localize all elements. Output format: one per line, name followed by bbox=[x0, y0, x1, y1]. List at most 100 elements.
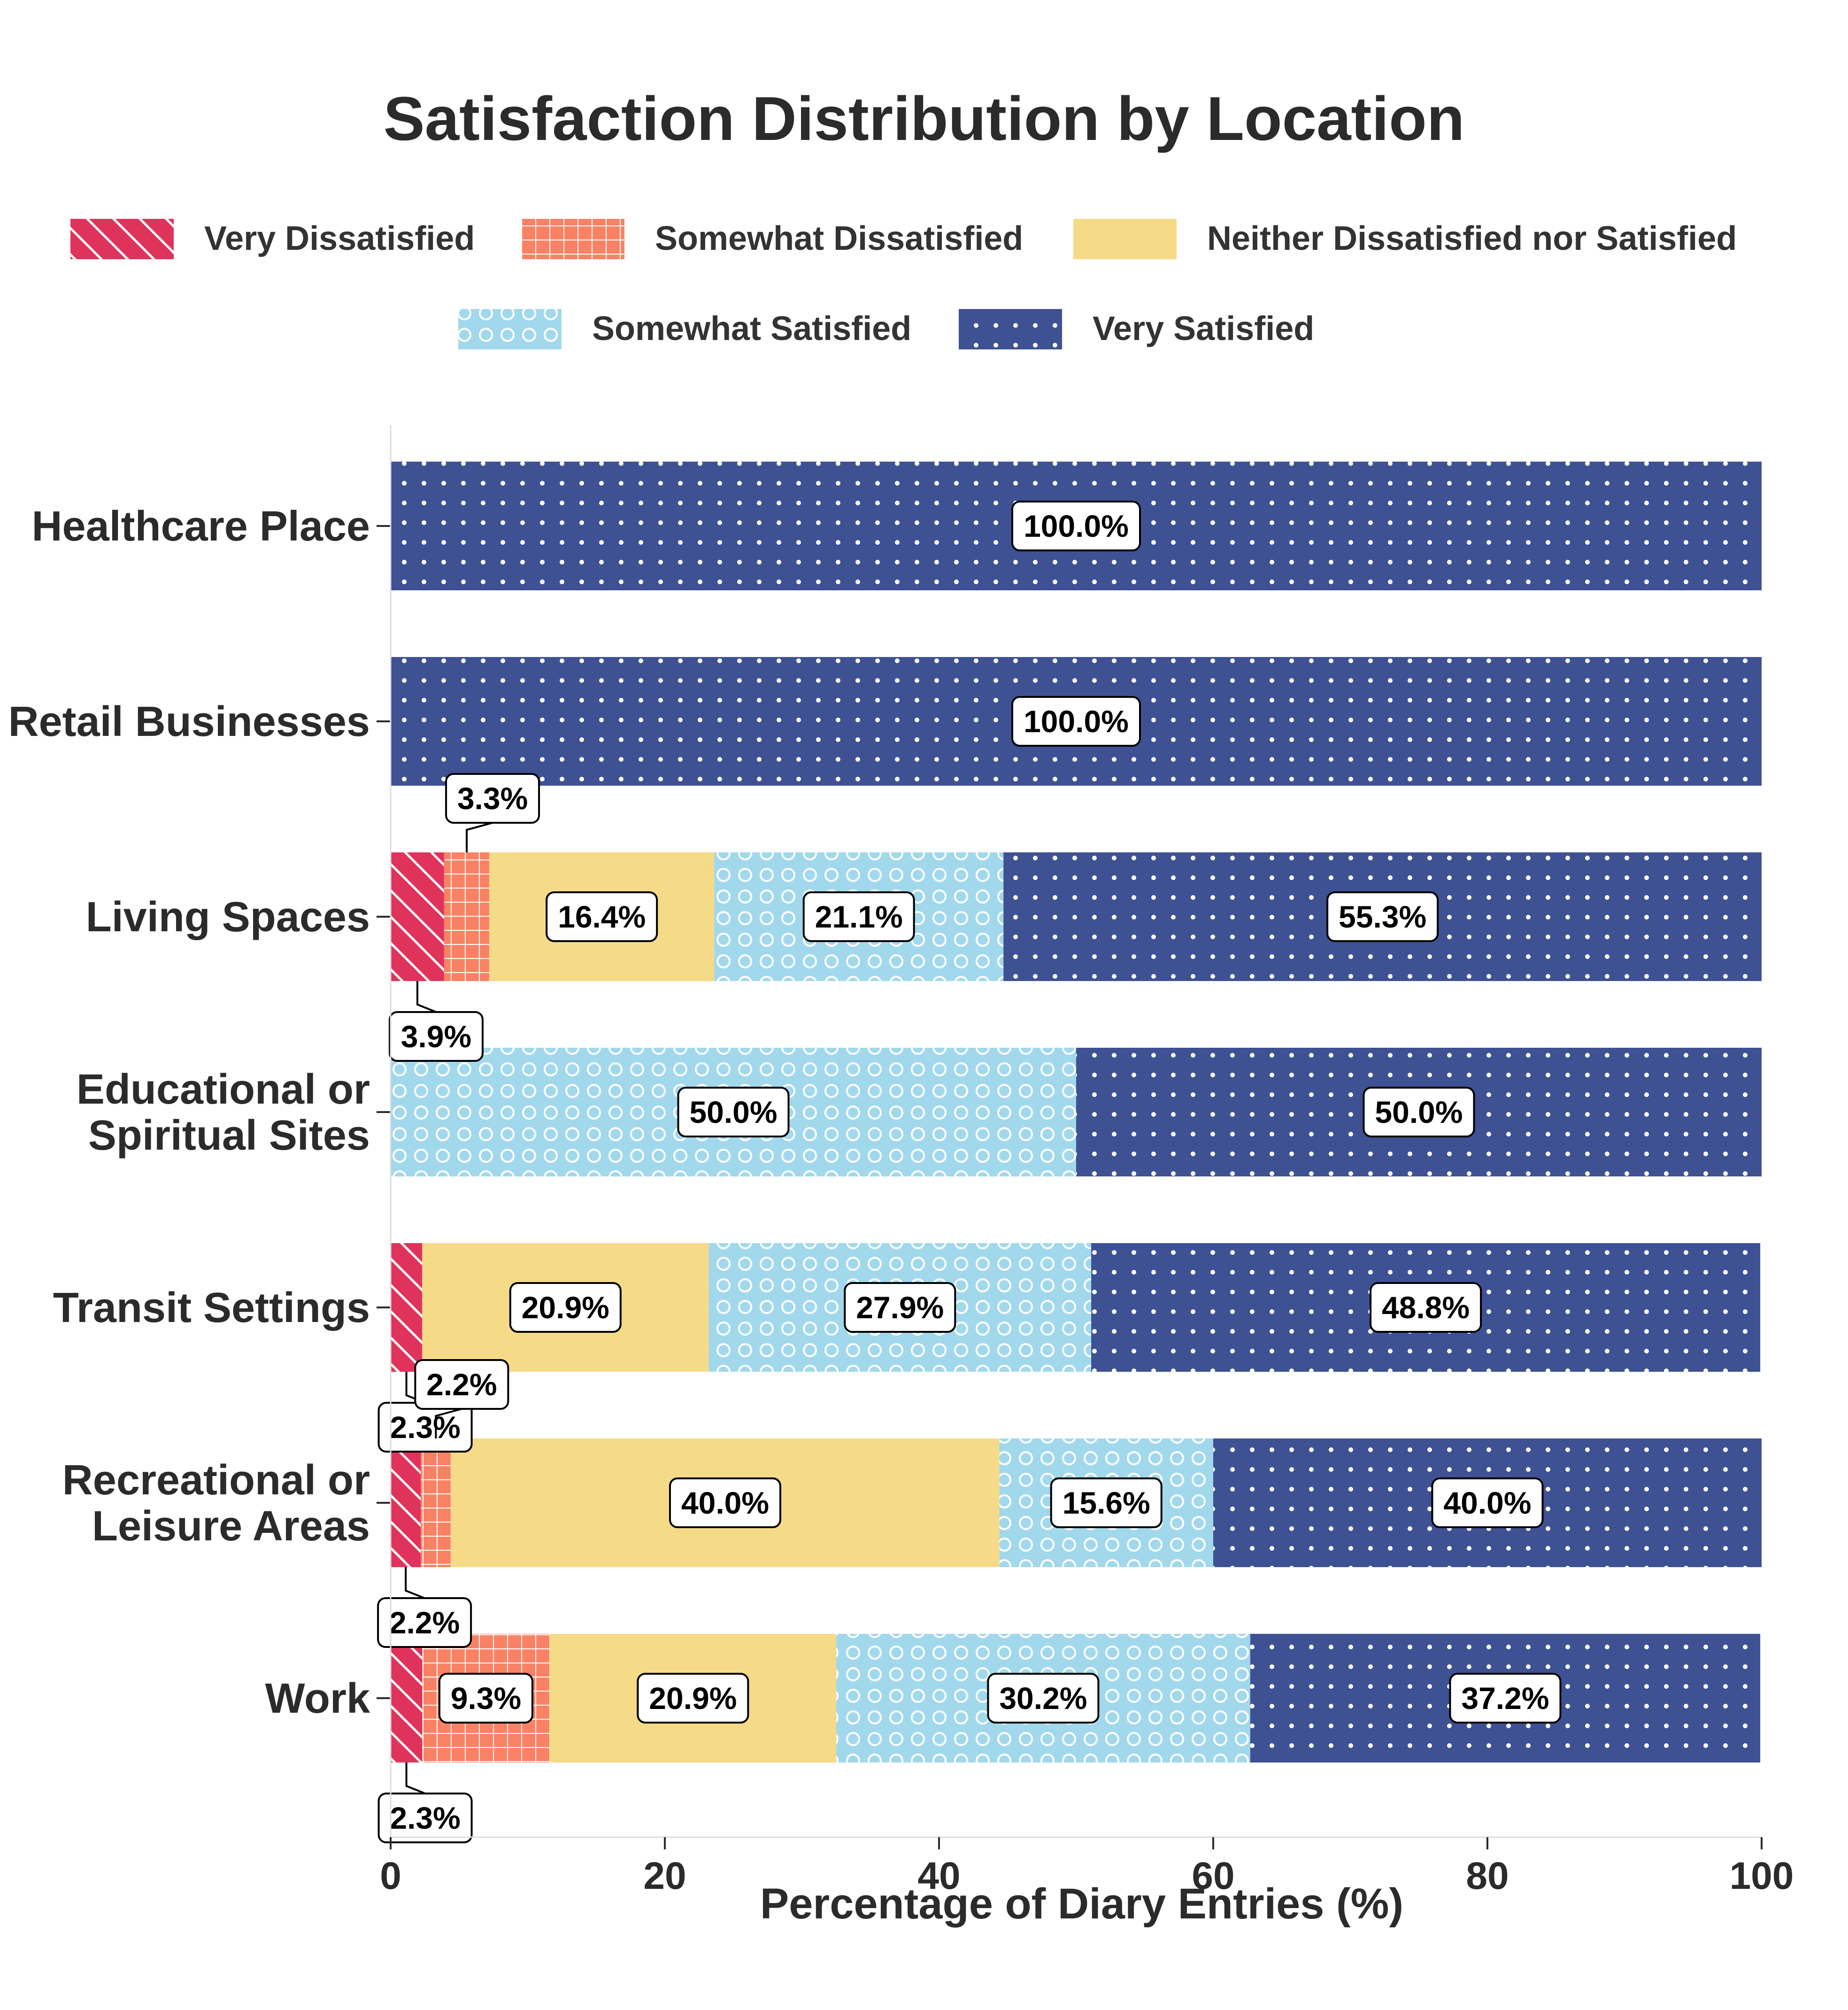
data-label-work-somewhat-dissatisfied: 9.3% bbox=[438, 1673, 533, 1724]
small-segment-annotations: 3.9% 3.3% 2.3% 2.2% 2.2% 2.3% bbox=[377, 773, 540, 1843]
x-tick-label: 40 bbox=[917, 1855, 960, 1897]
data-label: 9.3% bbox=[451, 1681, 521, 1716]
data-label: 20.9% bbox=[649, 1681, 737, 1716]
data-label: 2.2% bbox=[389, 1605, 460, 1640]
chart-legend: Very Dissatisfied Somewhat Dissatisfied Ne… bbox=[70, 219, 1737, 349]
data-label: 21.1% bbox=[815, 899, 903, 934]
data-label-recreational-or-leisure-areas-neither-dissatisfied-nor-satisfied: 40.0% bbox=[669, 1477, 781, 1528]
y-tick-label-transit-settings: Transit Settings bbox=[53, 1284, 370, 1331]
annotation-label: 2.2% bbox=[414, 1359, 509, 1410]
data-label: 50.0% bbox=[689, 1095, 777, 1129]
data-label-box bbox=[388, 1011, 484, 1062]
data-label: 20.9% bbox=[522, 1290, 609, 1325]
bar-row-work: 9.3% 20.9% 30.2% 37.2% bbox=[391, 1634, 1761, 1763]
data-label-recreational-or-leisure-areas-somewhat-satisfied: 15.6% bbox=[1050, 1477, 1163, 1528]
data-label-retail-businesses-very-satisfied: 100.0% bbox=[1011, 696, 1141, 747]
bar-living-spaces-very-dissatisfied-pattern bbox=[391, 852, 444, 981]
annotation-leader-line bbox=[416, 981, 437, 1013]
legend-item-very-satisfied: Very Satisfied bbox=[959, 309, 1314, 349]
data-label: 30.2% bbox=[999, 1681, 1087, 1716]
bar-row-transit-settings: 20.9% 27.9% 48.8% bbox=[391, 1243, 1761, 1372]
legend-swatch-pattern bbox=[521, 219, 624, 259]
data-label: 55.3% bbox=[1339, 899, 1426, 934]
annotation-label: 2.2% bbox=[377, 1597, 472, 1648]
data-label: 16.4% bbox=[558, 899, 646, 934]
data-label: 27.9% bbox=[856, 1290, 944, 1325]
data-label-box bbox=[1363, 1087, 1475, 1137]
data-label-living-spaces-somewhat-satisfied: 21.1% bbox=[802, 891, 915, 942]
data-label-box bbox=[1431, 1477, 1544, 1528]
legend-item-somewhat-satisfied: Somewhat Satisfied bbox=[458, 309, 911, 349]
data-label-educational-or-spiritual-sites-very-satisfied: 50.0% bbox=[1363, 1087, 1475, 1137]
data-label-box bbox=[1011, 696, 1141, 747]
data-label-box bbox=[677, 1087, 790, 1137]
annotation-leader-line bbox=[435, 1408, 462, 1438]
bar-work-very-dissatisfied-pattern bbox=[391, 1634, 423, 1763]
plot-area: 100.0% 100.0% 16.4% 21.1% 55.3% 50.0% 50.0% 20.… bbox=[377, 462, 1762, 1843]
annotation-living-spaces-somewhat-dissatisfied: 3.3% bbox=[445, 773, 540, 852]
data-label: 3.9% bbox=[401, 1019, 471, 1054]
data-label-box bbox=[445, 773, 540, 824]
legend-item-very-dissatisfied: Very Dissatisfied bbox=[70, 219, 475, 259]
annotation-living-spaces-very-dissatisfied: 3.9% bbox=[388, 981, 484, 1062]
chart-title: Satisfaction Distribution by Location bbox=[384, 84, 1465, 153]
bar-row-educational-or-spiritual-sites: 50.0% 50.0% bbox=[391, 1048, 1762, 1176]
data-label-educational-or-spiritual-sites-somewhat-satisfied: 50.0% bbox=[677, 1087, 790, 1137]
legend-label: Somewhat Dissatisfied bbox=[655, 220, 1023, 257]
legend-item-neither-dissatisfied-nor-satisfied: Neither Dissatisfied nor Satisfied bbox=[1073, 219, 1737, 259]
data-label: 100.0% bbox=[1024, 704, 1129, 739]
bar-row-living-spaces: 16.4% 21.1% 55.3% bbox=[391, 852, 1762, 981]
data-label-transit-settings-somewhat-satisfied: 27.9% bbox=[844, 1282, 956, 1333]
legend-label: Neither Dissatisfied nor Satisfied bbox=[1207, 220, 1737, 257]
data-label-box bbox=[1050, 1477, 1163, 1528]
x-tick-label: 20 bbox=[643, 1855, 686, 1897]
data-label: 3.3% bbox=[457, 781, 528, 816]
x-tick-label: 60 bbox=[1192, 1855, 1234, 1897]
data-label: 2.3% bbox=[390, 1410, 460, 1445]
y-tick-label-educational-or-spiritual-sites: Spiritual Sites bbox=[88, 1112, 370, 1159]
legend-swatch-pattern bbox=[70, 219, 174, 259]
annotation-recreational-or-leisure-areas-very-dissatisfied: 2.2% bbox=[377, 1567, 472, 1648]
data-label-transit-settings-neither-dissatisfied-nor-satisfied: 20.9% bbox=[509, 1282, 622, 1333]
annotation-leader-line bbox=[405, 1763, 426, 1794]
data-label: 50.0% bbox=[1375, 1095, 1463, 1129]
data-label-work-somewhat-satisfied: 30.2% bbox=[987, 1673, 1100, 1724]
data-label-box bbox=[509, 1282, 622, 1333]
data-label-living-spaces-very-satisfied: 55.3% bbox=[1326, 891, 1439, 942]
data-label-transit-settings-very-satisfied: 48.8% bbox=[1370, 1282, 1482, 1333]
data-label: 100.0% bbox=[1024, 509, 1129, 543]
annotation-recreational-or-leisure-areas-somewhat-dissatisfied: 2.2% bbox=[414, 1359, 509, 1438]
legend-swatch-pattern bbox=[959, 309, 1062, 349]
bar-row-retail-businesses: 100.0% bbox=[391, 657, 1762, 786]
data-label-box bbox=[802, 891, 915, 942]
data-label-box bbox=[1326, 891, 1439, 942]
y-tick-label-healthcare-place: Healthcare Place bbox=[32, 503, 370, 550]
bar-living-spaces-somewhat-dissatisfied-pattern bbox=[444, 852, 490, 981]
annotation-transit-settings-very-dissatisfied: 2.3% bbox=[377, 1372, 473, 1453]
legend-item-somewhat-dissatisfied: Somewhat Dissatisfied bbox=[521, 219, 1023, 259]
data-label-box bbox=[377, 1597, 472, 1648]
data-label-work-neither-dissatisfied-nor-satisfied: 20.9% bbox=[637, 1673, 749, 1724]
data-label-healthcare-place-very-satisfied: 100.0% bbox=[1011, 501, 1141, 551]
data-label-box bbox=[438, 1673, 533, 1724]
data-label-box bbox=[1011, 501, 1141, 551]
data-label: 40.0% bbox=[1443, 1485, 1531, 1520]
data-label-living-spaces-neither-dissatisfied-nor-satisfied: 16.4% bbox=[546, 891, 658, 942]
bar-row-recreational-or-leisure-areas: 40.0% 15.6% 40.0% bbox=[391, 1438, 1762, 1567]
data-label-box bbox=[844, 1282, 956, 1333]
annotation-label: 2.3% bbox=[377, 1402, 473, 1453]
x-tick-label: 80 bbox=[1466, 1855, 1509, 1897]
annotation-label: 3.9% bbox=[388, 1011, 484, 1062]
annotation-leader-line bbox=[466, 822, 493, 852]
data-label-box bbox=[987, 1673, 1100, 1724]
annotation-label: 2.3% bbox=[377, 1793, 473, 1843]
x-tick-label: 100 bbox=[1730, 1855, 1794, 1897]
legend-swatch-pattern bbox=[458, 309, 562, 349]
data-label-box bbox=[669, 1477, 781, 1528]
x-axis: Healthcare Place Retail Businesses Living … bbox=[8, 425, 1794, 1897]
annotation-label: 3.3% bbox=[445, 773, 540, 824]
data-label-box bbox=[377, 1793, 473, 1843]
y-tick-label-living-spaces: Living Spaces bbox=[86, 894, 370, 941]
y-tick-label-retail-businesses: Retail Businesses bbox=[8, 698, 370, 745]
